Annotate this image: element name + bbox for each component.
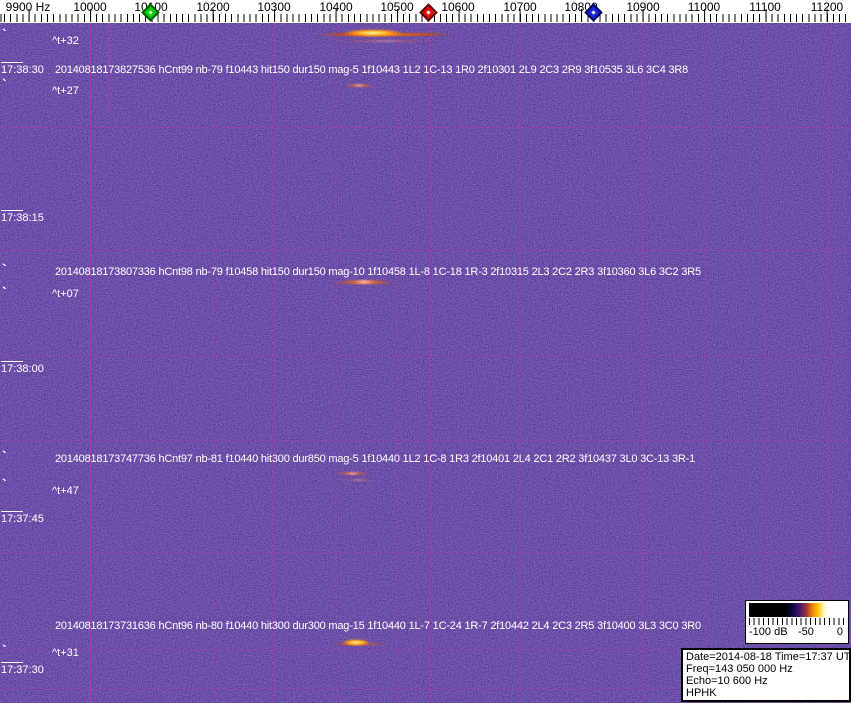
meteor-echo-trace <box>338 280 390 284</box>
colorbar-label-max: 0 <box>836 626 843 638</box>
frequency-axis: 9900 Hz 10000 10100 10200 10300 10400 10… <box>0 0 851 23</box>
row-tick-glyph: ` <box>2 26 7 42</box>
noise-streak <box>107 23 111 113</box>
marker-center-dot <box>148 10 153 15</box>
gridline-vertical <box>581 23 583 703</box>
time-tick-label: 17:37:45 <box>1 511 44 525</box>
gridline-vertical <box>335 23 337 703</box>
gridline-vertical <box>273 23 275 703</box>
colorbar-label-min: -100 dB <box>749 626 788 638</box>
info-frequency: Freq=143 050 000 Hz <box>686 663 793 675</box>
time-tick-label: 17:37:30 <box>1 662 44 676</box>
gridline-vertical <box>642 23 644 703</box>
marker-center-dot <box>426 10 431 15</box>
row-tick-glyph: ` <box>2 642 7 658</box>
gridline-vertical <box>212 23 214 703</box>
row-tick-glyph: ` <box>2 261 7 277</box>
colorbar-gradient <box>749 603 845 617</box>
meteor-echo-trace <box>330 40 442 42</box>
gridline-horizontal <box>0 688 851 689</box>
meteor-echo-head <box>342 639 370 646</box>
row-tick-glyph: ` <box>2 76 7 92</box>
marker-center-dot <box>591 10 596 15</box>
time-offset-annotation: ^t+27 <box>52 85 79 97</box>
time-tick-label: 17:38:30 <box>1 62 44 76</box>
gridline-echo-frequency <box>429 23 431 703</box>
gridline-vertical <box>89 23 91 703</box>
time-offset-annotation: ^t+31 <box>52 647 79 659</box>
gridline-vertical <box>765 23 767 703</box>
colorbar-label-mid: -50 <box>798 626 814 638</box>
gridline-vertical <box>827 23 829 703</box>
gridline-vertical <box>519 23 521 703</box>
meteor-echo-trace <box>335 472 370 475</box>
gridline-vertical <box>396 23 398 703</box>
gridline-vertical <box>150 23 152 703</box>
gridline-horizontal <box>0 650 851 651</box>
gridline-horizontal <box>0 440 851 441</box>
gridline-horizontal <box>0 552 851 553</box>
row-tick-glyph: ` <box>2 284 7 300</box>
detection-record: 20140818173747736 hCnt97 nb-81 f10440 hi… <box>55 453 695 465</box>
db-colorbar: -100 dB -50 0 <box>745 600 849 644</box>
colorbar-ticks <box>749 618 845 625</box>
row-tick-glyph: ` <box>2 448 7 464</box>
gridline-horizontal <box>0 250 851 251</box>
gridline-horizontal <box>0 127 851 128</box>
info-echo: Echo=10 600 Hz <box>686 675 768 687</box>
info-station: HPHK <box>686 687 717 699</box>
time-offset-annotation: ^t+07 <box>52 288 79 300</box>
time-offset-annotation: ^t+32 <box>52 35 79 47</box>
gridline-horizontal <box>0 355 851 356</box>
time-tick-label: 17:38:00 <box>1 361 44 375</box>
gridline-vertical <box>458 23 460 703</box>
detection-record: 20140818173827536 hCnt99 nb-79 f10443 hi… <box>55 64 689 76</box>
time-tick-label: 17:38:15 <box>1 210 44 224</box>
row-tick-glyph: ` <box>2 476 7 492</box>
gridline-vertical <box>704 23 706 703</box>
detection-record: 20140818173807336 hCnt98 nb-79 f10458 hi… <box>55 266 701 278</box>
meteor-echo-trace <box>339 479 379 481</box>
spectrogram-display[interactable]: ` ` ` ` ` ` ` 17:38:30 17:38:15 17:38:00… <box>0 23 851 703</box>
meteor-echo-head <box>343 29 403 37</box>
info-date-time: Date=2014-08-18 Time=17:37 UTC <box>686 651 851 663</box>
time-offset-annotation: ^t+47 <box>52 485 79 497</box>
noise-texture <box>0 23 851 703</box>
observation-info-box: Date=2014-08-18 Time=17:37 UTC Freq=143 … <box>681 648 851 702</box>
meteor-echo-trace <box>343 84 375 87</box>
detection-record: 20140818173731636 hCnt96 nb-80 f10440 hi… <box>55 620 701 632</box>
